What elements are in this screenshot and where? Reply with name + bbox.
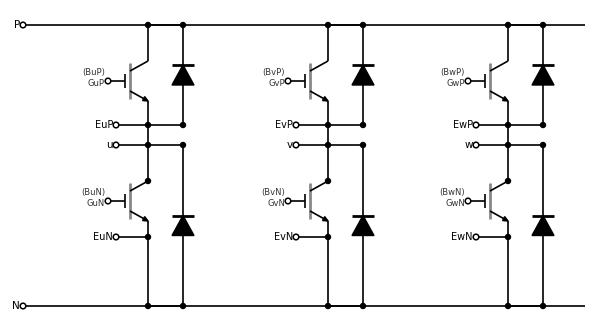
Circle shape [361,22,365,28]
Circle shape [113,122,119,128]
Text: EwN: EwN [452,232,473,242]
Circle shape [20,303,26,309]
Circle shape [146,235,151,239]
Circle shape [293,142,299,148]
Polygon shape [352,65,374,85]
Circle shape [361,123,365,127]
Circle shape [146,123,151,127]
Circle shape [325,143,331,148]
Text: EvN: EvN [274,232,293,242]
Text: u: u [106,140,113,150]
Circle shape [181,22,185,28]
Circle shape [105,198,111,204]
Text: (BvP)
GvP: (BvP) GvP [263,68,285,88]
Circle shape [505,178,511,184]
Circle shape [181,143,185,148]
Circle shape [325,123,331,127]
Circle shape [285,198,291,204]
Circle shape [181,303,185,308]
Circle shape [146,22,151,28]
Polygon shape [143,97,148,101]
Polygon shape [503,97,508,101]
Circle shape [505,22,511,28]
Polygon shape [503,217,508,221]
Circle shape [325,303,331,308]
Circle shape [505,143,511,148]
Circle shape [473,122,479,128]
Circle shape [465,198,471,204]
Text: (BuN)
GuN: (BuN) GuN [81,188,105,208]
Circle shape [293,234,299,240]
Text: EvP: EvP [275,120,293,130]
Polygon shape [532,65,554,85]
Circle shape [465,78,471,84]
Circle shape [505,235,511,239]
Circle shape [361,303,365,308]
Circle shape [146,303,151,308]
Circle shape [113,234,119,240]
Circle shape [325,178,331,184]
Circle shape [361,143,365,148]
Text: (BwP)
GwP: (BwP) GwP [440,68,465,88]
Circle shape [285,78,291,84]
Circle shape [541,303,545,308]
Text: (BuP)
GuP: (BuP) GuP [82,68,105,88]
Text: v: v [287,140,293,150]
Circle shape [473,142,479,148]
Polygon shape [172,65,194,85]
Circle shape [473,234,479,240]
Polygon shape [323,217,328,221]
Text: EwP: EwP [453,120,473,130]
Text: EuN: EuN [93,232,113,242]
Text: (BvN)
GvN: (BvN) GvN [261,188,285,208]
Circle shape [505,303,511,308]
Polygon shape [172,215,194,236]
Circle shape [541,143,545,148]
Text: P: P [14,20,20,30]
Circle shape [325,22,331,28]
Text: w: w [464,140,473,150]
Circle shape [293,122,299,128]
Polygon shape [323,97,328,101]
Circle shape [541,22,545,28]
Polygon shape [143,217,148,221]
Polygon shape [532,215,554,236]
Text: (BwN)
GwN: (BwN) GwN [439,188,465,208]
Circle shape [113,142,119,148]
Circle shape [325,235,331,239]
Circle shape [146,178,151,184]
Polygon shape [352,215,374,236]
Circle shape [505,123,511,127]
Text: EuP: EuP [95,120,113,130]
Circle shape [181,123,185,127]
Circle shape [20,22,26,28]
Text: N: N [12,301,20,311]
Circle shape [146,143,151,148]
Circle shape [105,78,111,84]
Circle shape [541,123,545,127]
